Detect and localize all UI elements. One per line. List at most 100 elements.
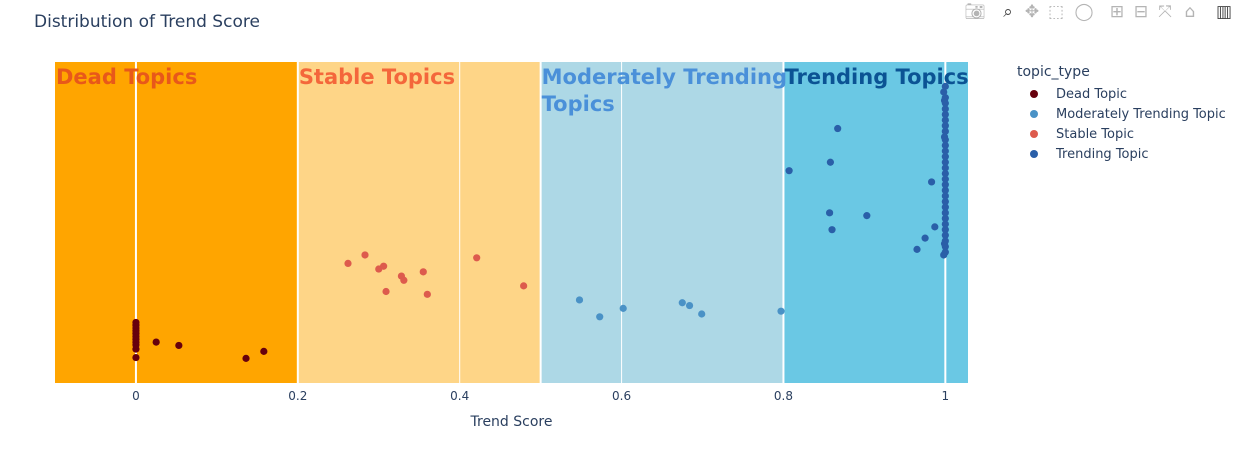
point-trending-topic-41[interactable] bbox=[941, 99, 949, 107]
point-trending-topic-40[interactable] bbox=[941, 105, 949, 113]
zoom-in-icon[interactable]: ⊞ bbox=[1109, 2, 1125, 22]
point-trending-topic-38[interactable] bbox=[941, 116, 949, 124]
zoom-icon[interactable]: ⌕ bbox=[1003, 2, 1013, 22]
point-stable-topic-6[interactable] bbox=[400, 276, 408, 284]
point-trending-topic-39[interactable] bbox=[941, 110, 949, 119]
point-stable-topic-7[interactable] bbox=[419, 268, 427, 276]
x-tick-label-1: 0.2 bbox=[288, 389, 307, 403]
legend-label: Trending Topic bbox=[1056, 146, 1149, 162]
legend-marker bbox=[1030, 90, 1038, 98]
point-dead-topic-14[interactable] bbox=[260, 347, 268, 355]
x-tick-label-3: 0.6 bbox=[612, 389, 631, 403]
point-trending-topic-37[interactable] bbox=[941, 122, 949, 130]
band-3 bbox=[540, 62, 784, 383]
point-trending-topic-2[interactable] bbox=[826, 158, 835, 166]
band-label-4: Trending Topics bbox=[784, 65, 968, 89]
point-moderately-trending-topic-6[interactable] bbox=[777, 307, 785, 315]
point-trending-topic-5[interactable] bbox=[863, 212, 871, 220]
point-trending-topic-42[interactable] bbox=[941, 94, 949, 102]
point-trending-topic-18[interactable] bbox=[941, 231, 949, 239]
point-trending-topic-9[interactable] bbox=[931, 223, 939, 231]
point-trending-topic-7[interactable] bbox=[921, 234, 929, 242]
point-trending-topic-20[interactable] bbox=[941, 220, 949, 228]
legend-item-moderately-trending-topic[interactable]: Moderately Trending Topic bbox=[1010, 104, 1226, 124]
point-moderately-trending-topic-1[interactable] bbox=[596, 313, 604, 321]
band-label-1: Dead Topics bbox=[56, 65, 197, 89]
band-1 bbox=[55, 62, 298, 383]
legend: topic_type Dead Topic Moderately Trending… bbox=[1010, 64, 1226, 164]
x-tick-label-4: 0.8 bbox=[774, 389, 793, 403]
point-stable-topic-10[interactable] bbox=[520, 282, 528, 290]
point-trending-topic-32[interactable] bbox=[941, 153, 949, 161]
point-trending-topic-27[interactable] bbox=[941, 181, 949, 189]
point-stable-topic-0[interactable] bbox=[344, 259, 352, 268]
point-trending-topic-6[interactable] bbox=[913, 245, 921, 253]
legend-item-dead-topic[interactable]: Dead Topic bbox=[1010, 84, 1226, 104]
legend-title: topic_type bbox=[1017, 64, 1090, 80]
point-stable-topic-4[interactable] bbox=[382, 287, 390, 296]
point-moderately-trending-topic-5[interactable] bbox=[698, 310, 706, 318]
point-moderately-trending-topic-2[interactable] bbox=[619, 304, 627, 312]
point-trending-topic-34[interactable] bbox=[941, 141, 949, 149]
zoom-out-icon[interactable]: ⊟ bbox=[1133, 2, 1149, 22]
point-dead-topic-12[interactable] bbox=[175, 341, 183, 350]
band-4 bbox=[783, 62, 968, 383]
point-trending-topic-24[interactable] bbox=[941, 197, 949, 206]
point-trending-topic-29[interactable] bbox=[941, 169, 949, 178]
point-trending-topic-3[interactable] bbox=[828, 226, 836, 234]
point-trending-topic-30[interactable] bbox=[941, 164, 949, 172]
point-trending-topic-25[interactable] bbox=[941, 192, 949, 200]
point-moderately-trending-topic-3[interactable] bbox=[678, 299, 686, 307]
legend-item-trending-topic[interactable]: Trending Topic bbox=[1010, 144, 1226, 164]
point-moderately-trending-topic-4[interactable] bbox=[685, 301, 694, 310]
plotly-logo-icon[interactable]: ▥ bbox=[1215, 2, 1233, 22]
point-stable-topic-3[interactable] bbox=[380, 262, 388, 270]
point-trending-topic-11[interactable] bbox=[940, 88, 948, 96]
camera-icon[interactable]: 📷︎ bbox=[964, 2, 986, 22]
home-icon[interactable]: ⌂ bbox=[1184, 2, 1196, 22]
point-trending-topic-0[interactable] bbox=[785, 167, 793, 175]
legend-label: Moderately Trending Topic bbox=[1056, 106, 1226, 122]
point-trending-topic-21[interactable] bbox=[941, 214, 949, 223]
autoscale-icon[interactable]: ⤧ bbox=[1158, 2, 1172, 22]
legend-marker bbox=[1030, 110, 1038, 118]
point-trending-topic-35[interactable] bbox=[941, 136, 949, 144]
legend-marker bbox=[1030, 150, 1038, 158]
point-trending-topic-36[interactable] bbox=[941, 127, 949, 135]
point-trending-topic-26[interactable] bbox=[941, 186, 949, 194]
point-trending-topic-22[interactable] bbox=[941, 209, 949, 217]
x-axis-title: Trend Score bbox=[470, 414, 553, 430]
legend-marker bbox=[1030, 130, 1038, 138]
point-stable-topic-1[interactable] bbox=[361, 251, 369, 259]
point-trending-topic-15[interactable] bbox=[941, 248, 949, 256]
point-trending-topic-33[interactable] bbox=[941, 147, 949, 155]
x-tick-label-2: 0.4 bbox=[450, 389, 469, 403]
legend-item-stable-topic[interactable]: Stable Topic bbox=[1010, 124, 1226, 144]
point-trending-topic-16[interactable] bbox=[941, 242, 949, 251]
box-select-icon[interactable]: ⬚ bbox=[1047, 2, 1065, 22]
point-trending-topic-17[interactable] bbox=[941, 237, 949, 245]
point-dead-topic-0[interactable] bbox=[132, 353, 140, 362]
point-trending-topic-31[interactable] bbox=[941, 158, 949, 166]
point-trending-topic-23[interactable] bbox=[941, 203, 949, 211]
point-stable-topic-9[interactable] bbox=[473, 254, 481, 262]
legend-label: Dead Topic bbox=[1056, 86, 1128, 102]
point-dead-topic-13[interactable] bbox=[242, 354, 250, 362]
point-trending-topic-43[interactable] bbox=[941, 82, 949, 90]
point-dead-topic-10[interactable] bbox=[132, 318, 140, 327]
point-trending-topic-8[interactable] bbox=[927, 178, 936, 186]
point-trending-topic-1[interactable] bbox=[825, 209, 834, 217]
lasso-select-icon[interactable]: ◯ bbox=[1074, 2, 1094, 22]
point-moderately-trending-topic-0[interactable] bbox=[575, 296, 584, 304]
x-tick-label-5: 1 bbox=[942, 389, 950, 403]
band-2 bbox=[297, 62, 541, 383]
band-label-2: Stable Topics bbox=[299, 65, 455, 89]
point-trending-topic-28[interactable] bbox=[941, 175, 949, 183]
point-dead-topic-11[interactable] bbox=[152, 338, 160, 346]
legend-items: Dead Topic Moderately Trending Topic Stabl… bbox=[1010, 84, 1226, 164]
point-trending-topic-4[interactable] bbox=[834, 124, 842, 133]
point-trending-topic-19[interactable] bbox=[941, 226, 949, 234]
point-stable-topic-8[interactable] bbox=[423, 290, 431, 298]
pan-icon[interactable]: ✥ bbox=[1024, 2, 1040, 22]
